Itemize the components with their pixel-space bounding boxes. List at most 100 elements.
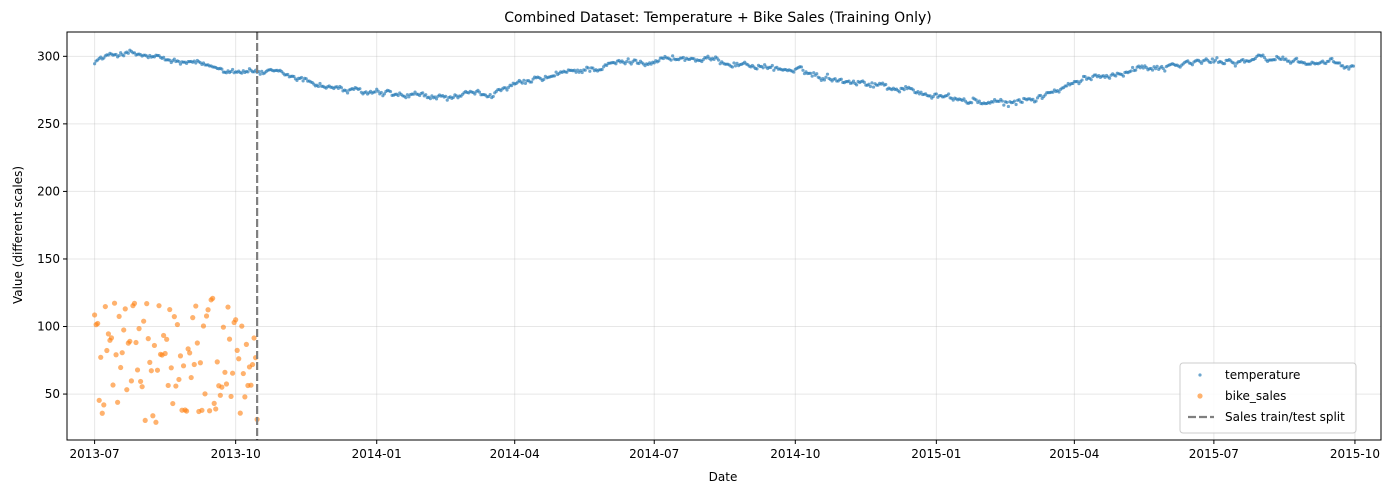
temperature-point [424,93,428,97]
temperature-point [230,67,235,72]
bike-sales-point [193,303,199,309]
temperature-point [1273,58,1277,62]
temperature-point [434,97,439,101]
temperature-point [763,63,767,67]
bike-sales-point [202,391,208,397]
temperature-point [815,72,819,76]
bike-sales-point [98,354,104,360]
temperature-point [919,90,923,94]
bike-sales-point [119,350,125,356]
bike-sales-point [96,397,102,403]
legend-bike-sales-marker [1197,393,1203,399]
temperature-point [629,62,633,66]
temperature-point [855,83,859,87]
temperature-point [947,92,951,96]
bike-sales-point [134,367,141,373]
temperature-point [117,53,121,58]
temperature-point [588,69,592,73]
y-axis: 50 100 150 200 250 300 [37,49,67,401]
temperature-point [818,76,822,80]
temperature-point [178,62,183,66]
temperature-point [730,65,735,69]
y-tick-label: 200 [37,184,60,198]
temperature-point [168,58,172,62]
temperature-point [396,93,400,98]
bike-sales-point [162,350,168,357]
temperature-point [388,89,393,94]
bike-sales-point [165,382,171,389]
bike-sales-point [188,374,194,381]
temperature-point [1345,64,1349,69]
bike-sales-point [210,295,216,301]
bike-sales-point [154,367,161,373]
bike-sales-point [128,378,134,384]
temperature-point [1000,99,1004,103]
bike-sales-point [217,392,223,398]
temperature-point [692,57,696,61]
temperature-point [770,63,774,68]
temperature-point [1209,60,1213,65]
bike-sales-point [234,347,240,353]
temperature-point [1083,74,1087,79]
temperature-point [851,79,856,83]
bike-sales-point [116,313,122,320]
temperature-point [626,57,630,61]
temperature-point [1262,55,1267,60]
temperature-point [258,72,262,76]
bike-sales-point [206,408,213,414]
temperature-point [565,70,569,74]
temperature-point [761,66,765,70]
bike-sales-point [153,419,159,425]
temperature-point [928,94,932,98]
temperature-point [871,85,876,89]
bike-sales-point [173,383,179,389]
temperature-point [1020,100,1024,105]
temperature-point [194,61,198,65]
bike-sales-point [133,339,139,346]
temperature-point [755,67,759,71]
temperature-point [1014,102,1018,107]
temperature-point [358,87,362,91]
temperature-point [1223,62,1227,66]
temperature-point [1341,64,1345,68]
bike-sales-point [220,324,226,330]
bike-sales-point [190,315,196,321]
x-tick-label: 2014-01 [352,447,402,461]
bike-sales-point [111,300,118,306]
bike-sales-point [228,393,234,400]
bike-sales-point [248,382,254,388]
temperature-point [220,67,224,71]
temperature-point [523,81,528,86]
bike-sales-point [214,359,220,365]
legend-temperature-marker [1198,373,1202,377]
temperature-point [1131,65,1135,70]
temperature-point [93,62,97,66]
temperature-point [974,98,978,102]
bike-sales-point [141,318,147,324]
temperature-point [591,66,595,70]
temperature-point [1351,64,1355,68]
bike-sales-point [185,346,191,352]
bike-sales-point [183,408,190,414]
temperature-point [1215,56,1219,60]
y-axis-label: Value (different scales) [11,166,25,304]
y-tick-label: 300 [37,49,60,63]
temperature-point [292,74,296,79]
temperature-point [792,70,796,74]
temperature-point [162,55,166,59]
bike-sales-point [108,335,115,341]
bike-sales-point [144,301,150,307]
temperature-point [552,74,557,78]
bike-sales-point [200,323,207,329]
bike-sales-point [148,368,154,374]
temperature-point [1108,76,1112,80]
temperature-point [931,94,935,99]
bike-sales-point [99,410,105,416]
temperature-point [379,90,383,95]
bike-sales-point [150,413,156,419]
temperature-point [1154,67,1158,71]
temperature-point [1017,98,1021,102]
bike-sales-point [197,360,203,366]
temperature-point [260,69,264,73]
temperature-point [240,71,244,75]
